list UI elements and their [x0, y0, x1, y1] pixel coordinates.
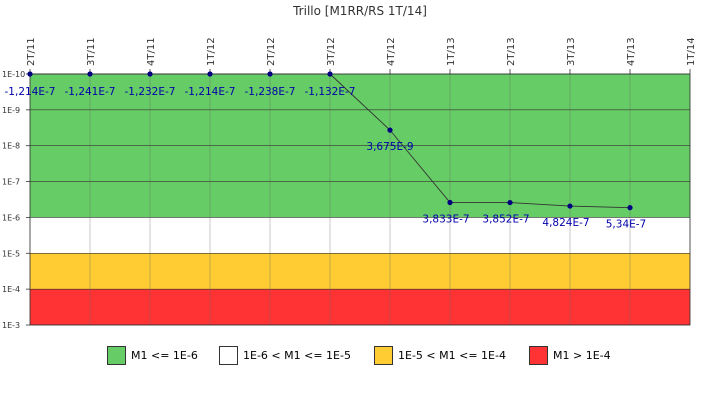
y-tick-label-1: 1E-10 — [2, 70, 25, 79]
x-tick-label-8: 1T/13 — [446, 37, 457, 66]
threshold-bands — [30, 74, 690, 325]
data-label-9: 3,852E-7 — [482, 214, 529, 226]
data-point-1 — [27, 71, 33, 77]
y-tick-label-2: 1E-9 — [2, 106, 20, 115]
data-label-10: 4,824E-7 — [542, 217, 589, 229]
data-point-7 — [387, 127, 393, 133]
y-tick-label-6: 1E-5 — [2, 249, 20, 258]
x-tick-label-12: 1T/14 — [686, 37, 697, 66]
data-point-11 — [627, 205, 633, 211]
band-2 — [30, 217, 690, 254]
data-point-4 — [207, 71, 213, 77]
y-tick-label-7: 1E-4 — [2, 285, 20, 294]
x-tick-label-4: 1T/12 — [206, 37, 217, 66]
legend-item-band-4: M1 > 1E-4 — [529, 344, 611, 366]
legend-label-band-1: M1 <= 1E-6 — [131, 348, 198, 362]
legend-label-band-2: 1E-6 < M1 <= 1E-5 — [243, 348, 351, 362]
data-label-3: -1,232E-7 — [125, 86, 176, 98]
x-tick-label-10: 3T/13 — [566, 37, 577, 66]
series-markers — [27, 71, 633, 211]
x-tick-label-5: 2T/12 — [266, 37, 277, 66]
y-tick-label-8: 1E-3 — [2, 321, 20, 330]
legend: M1 <= 1E-6 1E-6 < M1 <= 1E-5 1E-5 < M1 <… — [0, 344, 720, 368]
data-label-11: 5,34E-7 — [606, 219, 646, 231]
data-labels: -1,214E-7 -1,241E-7 -1,232E-7 -1,214E-7 -1,2… — [5, 86, 647, 231]
legend-swatch-band-1 — [107, 345, 126, 365]
legend-swatch-band-4 — [529, 345, 548, 365]
legend-label-band-4: M1 > 1E-4 — [553, 348, 611, 362]
chart-title: Trillo [M1RR/RS 1T/14] — [292, 4, 427, 18]
x-tick-label-7: 4T/12 — [386, 37, 397, 66]
data-label-5: -1,238E-7 — [245, 86, 296, 98]
legend-item-band-2: 1E-6 < M1 <= 1E-5 — [219, 344, 351, 366]
x-tick-label-6: 3T/12 — [326, 37, 337, 66]
data-label-7: 3,675E-9 — [366, 141, 413, 153]
data-label-8: 3,833E-7 — [422, 213, 469, 225]
data-point-9 — [507, 199, 513, 206]
data-label-1: -1,214E-7 — [5, 86, 56, 98]
y-tick-label-5: 1E-6 — [2, 213, 20, 222]
x-tick-label-2: 3T/11 — [86, 37, 97, 66]
data-point-8 — [447, 199, 453, 206]
data-label-4: -1,214E-7 — [185, 86, 236, 98]
data-label-6: -1,132E-7 — [305, 86, 356, 98]
x-tick-label-11: 4T/13 — [626, 37, 637, 66]
x-tick-label-1: 2T/11 — [26, 37, 37, 66]
data-point-6 — [327, 71, 333, 77]
legend-swatch-band-2 — [219, 345, 238, 365]
data-label-2: -1,241E-7 — [65, 86, 116, 98]
legend-swatch-band-3 — [374, 345, 393, 365]
y-tick-label-3: 1E-8 — [2, 142, 20, 151]
y-tick-label-4: 1E-7 — [2, 178, 20, 187]
data-point-10 — [567, 203, 573, 209]
legend-item-band-1: M1 <= 1E-6 — [107, 344, 198, 366]
data-point-3 — [147, 71, 153, 77]
legend-item-band-3: 1E-5 < M1 <= 1E-4 — [374, 344, 506, 366]
legend-label-band-3: 1E-5 < M1 <= 1E-4 — [398, 348, 506, 362]
plot-frame — [29, 73, 691, 326]
data-point-2 — [87, 71, 93, 77]
band-3 — [30, 253, 690, 290]
chart: Trillo [M1RR/RS 1T/14] 1E-10 1E-9 1E-8 1E-7… — [2, 4, 697, 330]
x-tick-label-3: 4T/11 — [146, 37, 157, 66]
band-4 — [30, 289, 690, 325]
axes: 1E-10 1E-9 1E-8 1E-7 1E-6 1E-5 1E-4 1E-3 2T/11 3T… — [2, 37, 697, 330]
x-tick-label-9: 2T/13 — [506, 37, 517, 66]
data-point-5 — [267, 71, 273, 77]
